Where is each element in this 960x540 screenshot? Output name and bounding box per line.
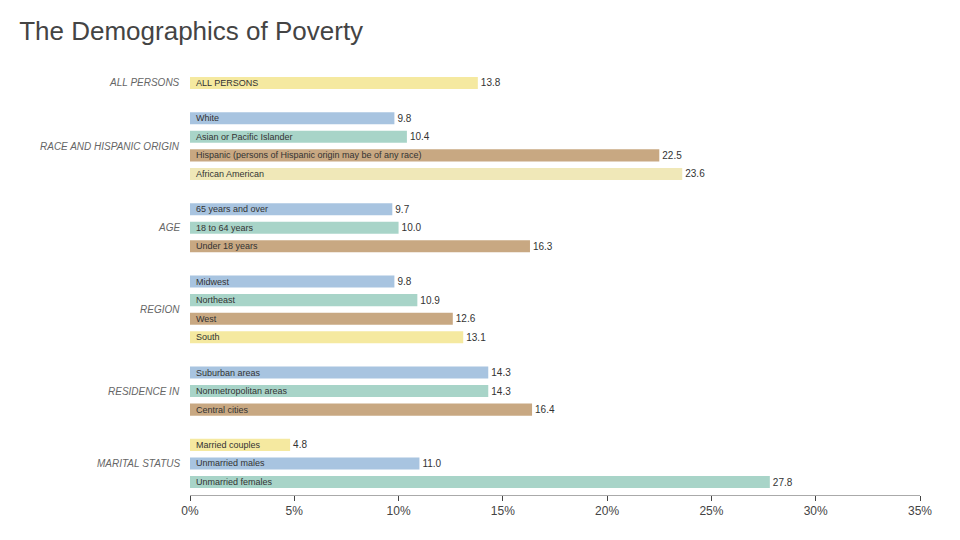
svg-text:10.0: 10.0	[402, 222, 422, 233]
svg-text:10%: 10%	[387, 504, 411, 518]
svg-text:16.4: 16.4	[535, 404, 555, 415]
svg-text:10.9: 10.9	[420, 295, 440, 306]
svg-text:9.8: 9.8	[397, 113, 411, 124]
svg-text:South: South	[196, 332, 220, 342]
svg-text:22.5: 22.5	[662, 150, 682, 161]
svg-text:RACE AND HISPANIC ORIGIN: RACE AND HISPANIC ORIGIN	[40, 141, 180, 152]
svg-text:16.3: 16.3	[533, 241, 553, 252]
svg-text:Asian or Pacific Islander: Asian or Pacific Islander	[196, 132, 293, 142]
svg-text:MARITAL STATUS: MARITAL STATUS	[97, 458, 180, 469]
svg-text:14.3: 14.3	[491, 386, 511, 397]
svg-text:5%: 5%	[286, 504, 304, 518]
svg-text:White: White	[196, 113, 219, 123]
svg-text:ALL PERSONS: ALL PERSONS	[109, 77, 180, 88]
svg-text:Suburban areas: Suburban areas	[196, 368, 261, 378]
svg-text:REGION: REGION	[140, 304, 180, 315]
svg-text:ALL PERSONS: ALL PERSONS	[196, 78, 258, 88]
svg-text:65 years and over: 65 years and over	[196, 204, 268, 214]
svg-text:Married couples: Married couples	[196, 440, 261, 450]
svg-text:15%: 15%	[491, 504, 515, 518]
svg-text:23.6: 23.6	[685, 168, 705, 179]
svg-text:African American: African American	[196, 169, 264, 179]
svg-text:4.8: 4.8	[293, 439, 307, 450]
svg-text:Unmarried females: Unmarried females	[196, 477, 273, 487]
svg-text:0%: 0%	[181, 504, 199, 518]
svg-text:Under 18 years: Under 18 years	[196, 241, 258, 251]
svg-text:Nonmetropolitan areas: Nonmetropolitan areas	[196, 386, 288, 396]
svg-text:The Demographics of Poverty: The Demographics of Poverty	[19, 16, 363, 46]
svg-text:9.7: 9.7	[395, 204, 409, 215]
svg-text:Northeast: Northeast	[196, 295, 236, 305]
svg-text:14.3: 14.3	[491, 367, 511, 378]
svg-text:27.8: 27.8	[773, 477, 793, 488]
svg-text:West: West	[196, 314, 217, 324]
svg-text:Hispanic (persons of Hispanic: Hispanic (persons of Hispanic origin may…	[196, 150, 422, 160]
svg-text:Central cities: Central cities	[196, 405, 249, 415]
svg-text:12.6: 12.6	[456, 313, 476, 324]
svg-text:25%: 25%	[699, 504, 723, 518]
svg-text:35%: 35%	[908, 504, 932, 518]
svg-text:20%: 20%	[595, 504, 619, 518]
svg-text:Unmarried males: Unmarried males	[196, 458, 265, 468]
svg-text:9.8: 9.8	[397, 276, 411, 287]
svg-text:13.8: 13.8	[481, 77, 501, 88]
svg-text:RESIDENCE IN: RESIDENCE IN	[108, 386, 180, 397]
svg-text:18 to 64 years: 18 to 64 years	[196, 223, 254, 233]
svg-text:30%: 30%	[804, 504, 828, 518]
svg-text:10.4: 10.4	[410, 131, 430, 142]
svg-text:13.1: 13.1	[466, 332, 486, 343]
svg-text:AGE: AGE	[158, 222, 180, 233]
svg-text:11.0: 11.0	[422, 458, 441, 469]
svg-text:Midwest: Midwest	[196, 277, 230, 287]
